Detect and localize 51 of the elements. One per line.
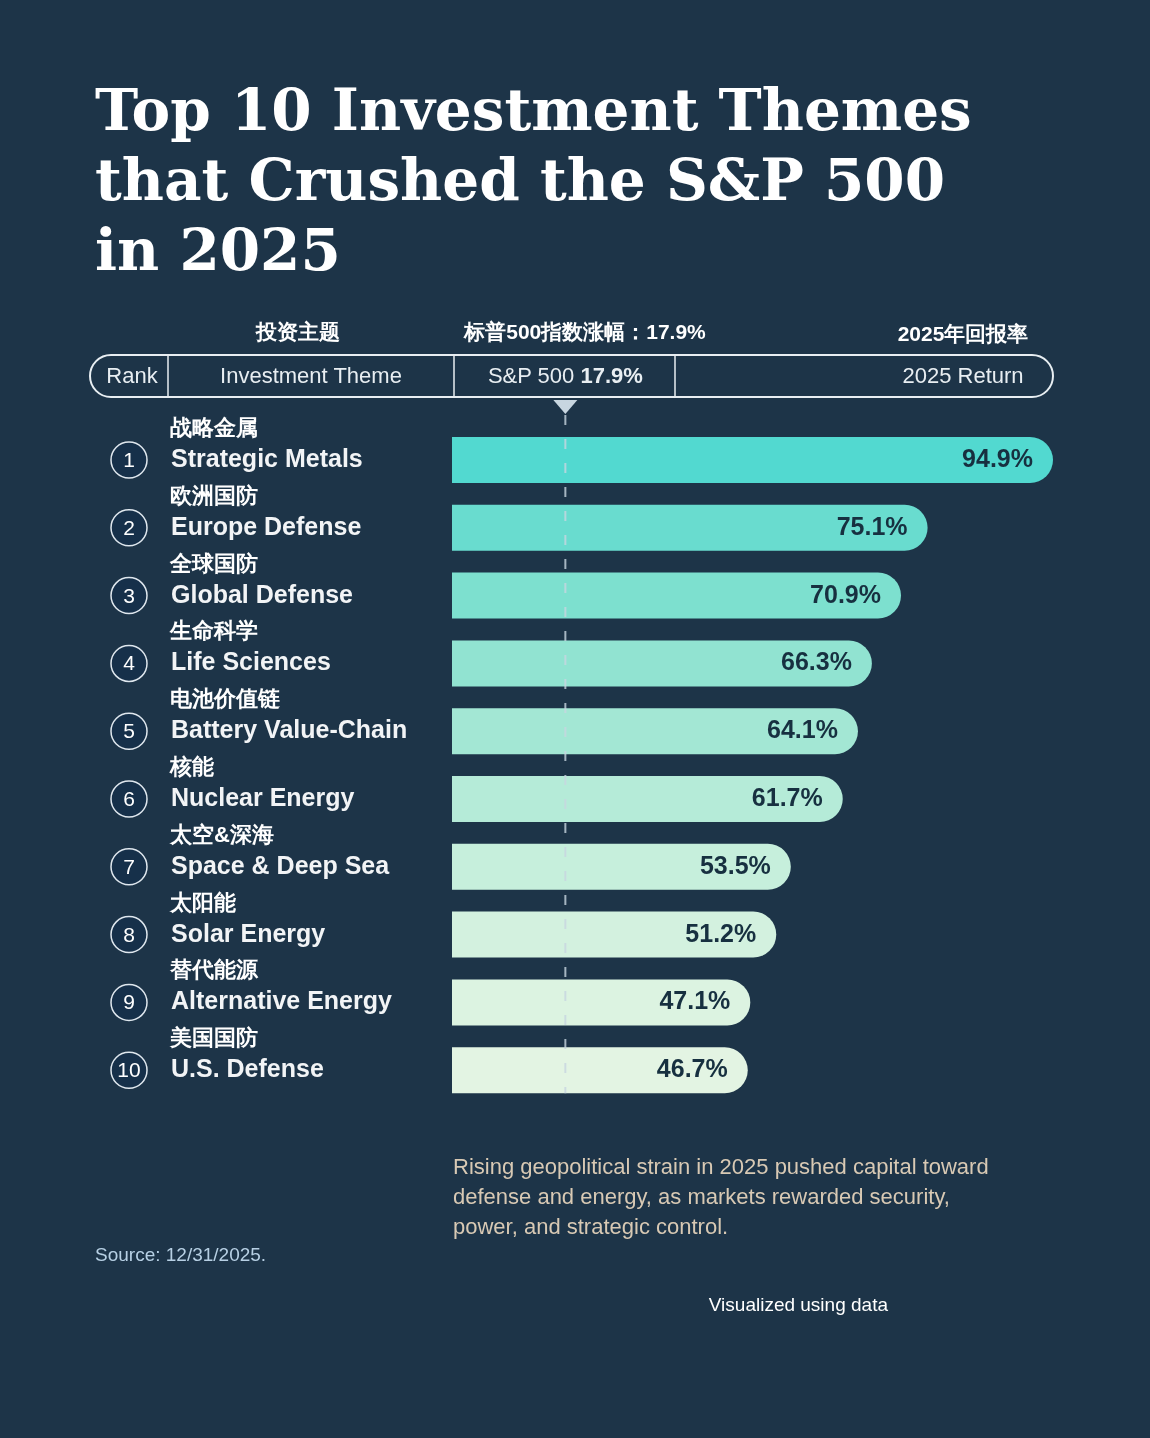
y-axis-title: Investment Theme: [220, 362, 402, 388]
text: 替代能源: [169, 957, 259, 983]
source-note: Source: 12/31/2025.: [95, 1243, 268, 1267]
y-tick-label: Battery Value-Chain: [171, 714, 408, 743]
y-tick-label: Life Sciences: [171, 647, 331, 676]
data-label: 75.1%: [836, 511, 908, 540]
text: 美国国防: [169, 1025, 258, 1051]
data-label: 53.5%: [699, 850, 771, 879]
data-label: 70.9%: [810, 579, 882, 608]
text: 投资主题: [255, 319, 340, 343]
text: 太空&深海: [169, 821, 274, 847]
text: 7: [123, 854, 135, 878]
text: Rank: [106, 362, 159, 388]
text: 9: [123, 989, 135, 1013]
ref-line-label: S&P 500 17.9%: [487, 362, 643, 388]
text: Rising geopolitical strain in 2025 pushed capital toward defense and energy, as markets rewarded security, power, and strategic control.: [453, 1153, 990, 1241]
y-tick-label: Alternative Energy: [171, 986, 393, 1015]
text: 太阳能: [169, 889, 236, 915]
data-label: 47.1%: [659, 986, 731, 1015]
text: 核能: [169, 753, 214, 779]
y-tick-label: Global Defense: [171, 579, 354, 608]
text: 2025年回报率: [897, 321, 1029, 345]
data-label: 46.7%: [656, 1053, 728, 1082]
y-tick-label: Solar Energy: [171, 918, 326, 947]
text: 6: [123, 786, 135, 810]
text: 4: [123, 650, 136, 674]
text: 生命科学: [169, 618, 258, 644]
text: Visualized using data: [707, 1293, 888, 1317]
text: 10: [117, 1057, 141, 1081]
text: 3: [123, 583, 135, 607]
text: 全球国防: [169, 550, 258, 576]
text: 2: [123, 515, 135, 539]
text: 5: [123, 718, 135, 742]
y-tick-label: Strategic Metals: [171, 443, 363, 472]
data-label: 66.3%: [780, 647, 852, 676]
x-axis-title: 2025 Return: [902, 362, 1024, 388]
data-label: 51.2%: [685, 918, 757, 947]
text: 欧洲国防: [170, 482, 258, 508]
text: 标普500指数涨幅：17.9%: [463, 319, 707, 343]
text: 电池价值链: [170, 686, 281, 712]
text: 8: [123, 922, 135, 946]
y-tick-label: U.S. Defense: [171, 1053, 324, 1082]
data-label: 61.7%: [751, 782, 823, 811]
chart-title: Top 10 Investment Themes that Crushed the S&P 500 in 2025: [95, 75, 973, 285]
data-label: 64.1%: [767, 714, 838, 743]
text: 战略金属: [170, 414, 258, 440]
y-tick-label: Space & Deep Sea: [171, 850, 391, 879]
text: 1: [123, 447, 135, 471]
y-tick-label: Nuclear Energy: [171, 782, 355, 811]
y-tick-label: Europe Defense: [171, 511, 362, 540]
data-label: 94.9%: [962, 443, 1033, 472]
